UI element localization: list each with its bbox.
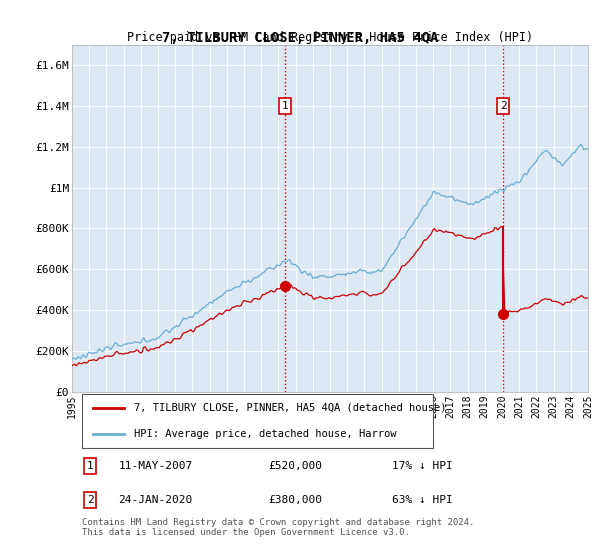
Text: HPI: Average price, detached house, Harrow: HPI: Average price, detached house, Harr… <box>134 430 397 440</box>
Text: 7, TILBURY CLOSE, PINNER, HA5 4QA (detached house): 7, TILBURY CLOSE, PINNER, HA5 4QA (detac… <box>134 403 446 413</box>
Text: £380,000: £380,000 <box>268 495 322 505</box>
Text: £520,000: £520,000 <box>268 461 322 471</box>
Title: Price paid vs. HM Land Registry's House Price Index (HPI): Price paid vs. HM Land Registry's House … <box>127 31 533 44</box>
Text: 1: 1 <box>86 461 94 471</box>
Text: Contains HM Land Registry data © Crown copyright and database right 2024.
This d: Contains HM Land Registry data © Crown c… <box>82 517 475 537</box>
Text: 63% ↓ HPI: 63% ↓ HPI <box>392 495 452 505</box>
Text: 17% ↓ HPI: 17% ↓ HPI <box>392 461 452 471</box>
Text: 7, TILBURY CLOSE, PINNER, HA5 4QA: 7, TILBURY CLOSE, PINNER, HA5 4QA <box>162 31 438 45</box>
Text: 11-MAY-2007: 11-MAY-2007 <box>118 461 193 471</box>
Text: 1: 1 <box>281 101 288 111</box>
Text: 2: 2 <box>86 495 94 505</box>
FancyBboxPatch shape <box>82 394 433 448</box>
Text: 2: 2 <box>500 101 506 111</box>
Text: 24-JAN-2020: 24-JAN-2020 <box>118 495 193 505</box>
